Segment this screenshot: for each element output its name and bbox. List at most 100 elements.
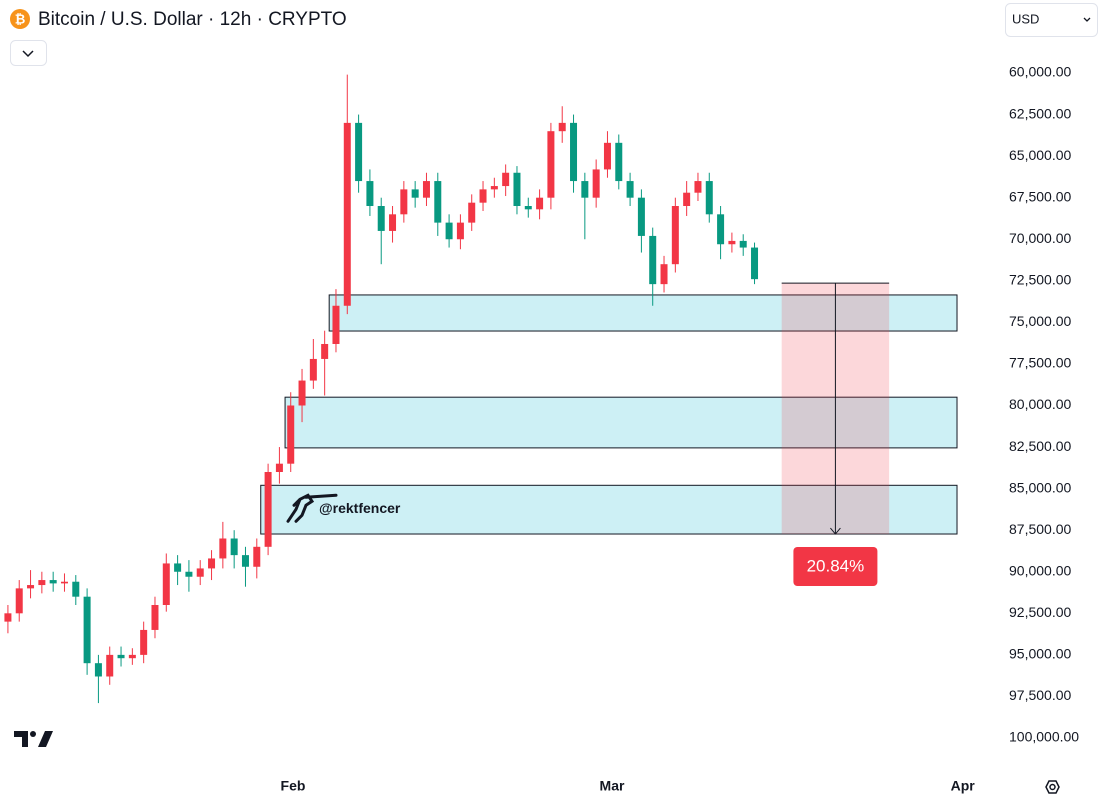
candle-body: [298, 380, 306, 406]
candle-body: [185, 571, 193, 577]
candle-body: [196, 568, 204, 577]
watermark-text: @rektfencer: [319, 500, 401, 516]
candle-body: [219, 538, 227, 559]
candle-body: [705, 181, 713, 215]
candle-body: [468, 202, 476, 223]
candle-body: [264, 472, 272, 547]
x-tick-label: Mar: [600, 778, 625, 794]
candle-body: [128, 654, 136, 659]
candle-body: [15, 588, 23, 614]
candle-body: [253, 546, 261, 567]
candle-body: [513, 172, 521, 206]
candle-body: [309, 358, 317, 381]
candle-body: [162, 563, 170, 605]
candle-body: [615, 142, 623, 182]
candle-body: [456, 222, 464, 240]
candle-body: [366, 181, 374, 206]
candle-body: [558, 122, 566, 132]
candle-body: [287, 405, 295, 464]
candle-body: [321, 343, 329, 359]
collapse-button[interactable]: [10, 40, 47, 66]
candle-body: [117, 654, 125, 659]
candle-body: [434, 181, 442, 223]
candle-body: [445, 222, 453, 240]
y-tick-label: 90,000.00: [1009, 562, 1071, 578]
candle-body: [479, 189, 487, 203]
candle-body: [626, 181, 634, 198]
candle-body: [502, 172, 510, 187]
candle-body: [739, 240, 747, 248]
zone: [328, 294, 958, 332]
candle-body: [751, 247, 759, 280]
settings-button[interactable]: [1045, 780, 1060, 794]
candle-body: [400, 189, 408, 215]
y-tick-label: 82,500.00: [1009, 438, 1071, 454]
tradingview-logo: [14, 731, 53, 747]
candle-body: [230, 538, 238, 556]
y-tick-label: 70,000.00: [1009, 230, 1071, 246]
y-tick-label: 87,500.00: [1009, 521, 1071, 537]
y-tick-label: 95,000.00: [1009, 646, 1071, 662]
candle-body: [343, 122, 351, 306]
candle-body: [4, 613, 12, 622]
bitcoin-icon: ₿: [10, 9, 30, 29]
candle-body: [106, 654, 114, 677]
candle-body: [49, 580, 57, 584]
candle-body: [60, 581, 68, 584]
plot-area: 60,000.00 62,500.00 65,000.00 67,500.00 70,0…: [4, 64, 1079, 794]
zone: [260, 484, 958, 535]
measure-arrowhead: [830, 527, 841, 535]
candle-body: [524, 206, 532, 210]
candle-body: [683, 192, 691, 206]
candle-body: [208, 558, 216, 569]
watermark-icon: [286, 493, 338, 523]
candle-body: [275, 463, 283, 472]
candle-body: [332, 305, 340, 344]
y-tick-label: 80,000.00: [1009, 396, 1071, 412]
y-tick-label: 75,000.00: [1009, 313, 1071, 329]
candle-body: [671, 206, 679, 265]
candle-body: [603, 142, 611, 170]
currency-select[interactable]: USD: [1005, 3, 1098, 37]
candle-body: [637, 197, 645, 236]
candle-body: [728, 240, 736, 245]
candle-body: [241, 555, 249, 567]
candle-body: [174, 563, 182, 572]
candle-body: [592, 169, 600, 198]
y-tick-label: 67,500.00: [1009, 188, 1071, 204]
y-tick-label: 77,500.00: [1009, 355, 1071, 371]
measure-label: 20.84%: [807, 556, 865, 575]
candle-body: [27, 585, 35, 589]
zone: [284, 396, 958, 449]
candle-body: [389, 214, 397, 231]
candle-body: [717, 214, 725, 245]
candle-body: [411, 189, 419, 198]
y-tick-label: 92,500.00: [1009, 604, 1071, 620]
y-tick-label: 100,000.00: [1009, 729, 1079, 745]
y-tick-label: 72,500.00: [1009, 272, 1071, 288]
y-tick-label: 97,500.00: [1009, 687, 1071, 703]
y-tick-label: 85,000.00: [1009, 479, 1071, 495]
y-tick-label: 60,000.00: [1009, 64, 1071, 80]
candle-body: [355, 122, 363, 182]
candle-body: [649, 235, 657, 285]
watermark: @rektfencer: [286, 493, 401, 523]
candle-body: [72, 581, 80, 597]
candle-body: [536, 197, 544, 210]
candle-body: [83, 596, 91, 664]
currency-label: USD: [1012, 11, 1039, 26]
measure-label-box: [793, 547, 878, 587]
x-tick-label: Apr: [951, 778, 976, 794]
x-tick-label: Feb: [281, 778, 306, 794]
candle-body: [151, 605, 159, 630]
candle-body: [694, 181, 702, 193]
candle-body: [660, 264, 668, 285]
chart-title: Bitcoin / U.S. Dollar · 12h · CRYPTO: [38, 9, 347, 30]
candle-body: [140, 629, 148, 655]
candle-body: [422, 181, 430, 198]
candle-body: [570, 122, 578, 182]
candle-body: [377, 206, 385, 231]
candle-body: [94, 663, 102, 677]
